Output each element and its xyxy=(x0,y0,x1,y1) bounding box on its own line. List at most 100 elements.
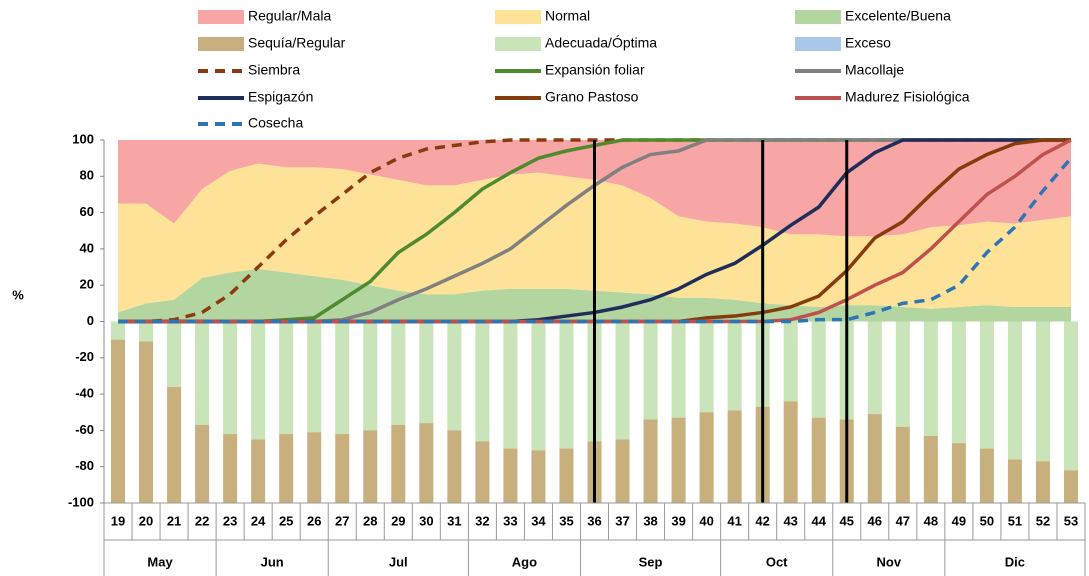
bar xyxy=(559,321,574,449)
bar xyxy=(615,321,630,440)
bar xyxy=(979,321,994,449)
bar xyxy=(419,321,434,424)
bar xyxy=(783,401,798,503)
bar xyxy=(167,321,182,387)
x-tick-label: 46 xyxy=(868,513,882,528)
x-tick-label: 40 xyxy=(699,513,713,528)
x-tick-label: 47 xyxy=(896,513,910,528)
legend-label: Regular/Mala xyxy=(248,8,331,24)
bar xyxy=(223,321,238,435)
month-label: Dic xyxy=(1005,554,1025,569)
x-tick-label: 29 xyxy=(391,513,405,528)
bar xyxy=(1007,321,1022,460)
bar xyxy=(419,423,434,503)
legend-label: Normal xyxy=(545,8,590,24)
bar xyxy=(951,443,966,503)
bar xyxy=(1035,321,1050,462)
y-tick-label: -100 xyxy=(68,494,94,509)
bar xyxy=(335,434,350,503)
x-tick-label: 42 xyxy=(755,513,769,528)
bar xyxy=(475,441,490,503)
legend-label: Siembra xyxy=(248,62,300,78)
legend-swatch xyxy=(198,10,244,24)
bar xyxy=(699,321,714,413)
legend-swatch xyxy=(495,37,541,51)
bar xyxy=(531,321,546,451)
area xyxy=(118,140,1071,237)
legend-swatch xyxy=(795,37,841,51)
bar xyxy=(307,321,322,433)
bar xyxy=(139,321,154,342)
bar xyxy=(335,321,350,435)
y-tick-label: -60 xyxy=(75,422,94,437)
bar xyxy=(363,430,378,503)
y-tick-label: -20 xyxy=(75,349,94,364)
bar xyxy=(867,414,882,503)
bar xyxy=(811,417,826,503)
legend-label: Excelente/Buena xyxy=(845,8,951,24)
legend-label: Sequía/Regular xyxy=(248,35,346,51)
y-tick-label: 40 xyxy=(80,240,94,255)
bar xyxy=(223,434,238,503)
bar xyxy=(811,321,826,418)
x-tick-label: 19 xyxy=(111,513,125,528)
x-tick-label: 24 xyxy=(251,513,266,528)
x-tick-label: 53 xyxy=(1064,513,1078,528)
month-label: Ago xyxy=(512,554,537,569)
x-tick-label: 28 xyxy=(363,513,377,528)
bar xyxy=(447,321,462,431)
bar xyxy=(167,386,182,503)
month-label: Sep xyxy=(639,554,663,569)
x-tick-label: 37 xyxy=(615,513,629,528)
month-label: Jul xyxy=(389,554,408,569)
legend-swatch xyxy=(495,10,541,24)
legend-label: Adecuada/Óptima xyxy=(545,35,657,51)
bar xyxy=(279,321,294,435)
x-tick-label: 22 xyxy=(195,513,209,528)
x-tick-label: 27 xyxy=(335,513,349,528)
bar xyxy=(559,448,574,503)
bar xyxy=(699,412,714,503)
bar xyxy=(391,424,406,503)
bar xyxy=(643,419,658,503)
bar xyxy=(307,432,322,503)
bar xyxy=(951,321,966,444)
y-tick-label: 60 xyxy=(80,204,94,219)
bar xyxy=(671,417,686,503)
bar xyxy=(923,435,938,503)
x-tick-label: 45 xyxy=(840,513,854,528)
bar xyxy=(111,321,126,340)
x-tick-label: 39 xyxy=(671,513,685,528)
legend-swatch xyxy=(795,10,841,24)
bar xyxy=(279,434,294,503)
bar xyxy=(1063,470,1078,503)
bar xyxy=(867,321,882,415)
legend-label: Espigazón xyxy=(248,89,313,105)
bar xyxy=(251,321,266,440)
month-label: Nov xyxy=(877,554,902,569)
legend-label: Macollaje xyxy=(845,62,904,78)
legend-label: Madurez Fisiológica xyxy=(845,89,970,105)
y-axis-label: % xyxy=(12,287,24,302)
bar xyxy=(531,450,546,503)
x-tick-label: 30 xyxy=(419,513,433,528)
bar xyxy=(447,430,462,503)
x-tick-label: 51 xyxy=(1008,513,1022,528)
x-tick-label: 50 xyxy=(980,513,994,528)
bar xyxy=(727,321,742,411)
legend-label: Exceso xyxy=(845,35,891,51)
bar xyxy=(895,426,910,503)
x-tick-label: 34 xyxy=(531,513,546,528)
y-tick-label: 100 xyxy=(72,131,94,146)
x-tick-label: 44 xyxy=(811,513,826,528)
x-tick-label: 41 xyxy=(727,513,741,528)
bar xyxy=(923,321,938,436)
x-tick-label: 33 xyxy=(503,513,517,528)
x-tick-label: 32 xyxy=(475,513,489,528)
x-tick-label: 36 xyxy=(587,513,601,528)
bar xyxy=(783,321,798,402)
bar xyxy=(251,439,266,503)
bar xyxy=(1063,321,1078,471)
x-tick-label: 31 xyxy=(447,513,461,528)
